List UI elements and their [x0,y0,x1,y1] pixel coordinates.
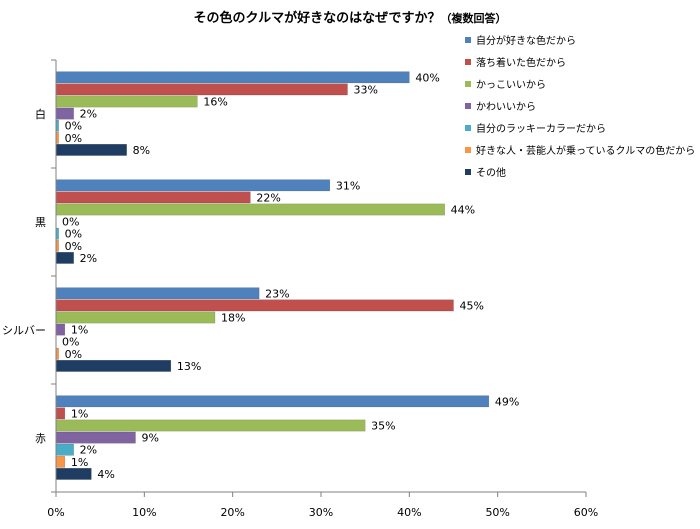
x-tick-label-0: 0% [47,506,64,519]
data-label-3-3: 9% [142,432,159,445]
legend-label-4: 自分のラッキーカラーだから [476,122,606,135]
data-label-0-6: 8% [133,144,150,157]
bar-2-6 [55,360,172,372]
data-label-0-2: 16% [203,96,227,109]
data-label-1-1: 22% [256,191,280,204]
bar-2-1 [55,299,454,312]
bar-1-6 [55,252,74,264]
data-label-0-4: 0% [65,120,82,133]
legend-label-3: かわいいから [476,101,536,113]
data-label-2-2: 18% [221,312,245,325]
chart-title: その色のクルマが好きなのはなぜですか？（複数回答） [0,7,700,26]
data-label-1-2: 44% [451,204,475,217]
data-label-3-2: 35% [371,420,395,433]
data-label-0-5: 0% [65,132,82,145]
legend-label-6: その他 [476,166,506,179]
category-label-3: 赤 [35,432,46,445]
data-label-0-3: 2% [80,108,97,121]
bars-layer [55,71,490,480]
data-label-2-0: 23% [265,287,289,300]
bar-3-1 [55,407,66,420]
bar-3-4 [55,443,74,456]
data-labels-layer: 40%33%16%2%0%0%8%31%22%44%0%0%0%2%23%45%… [62,71,519,481]
bar-1-1 [55,191,251,204]
bar-0-1 [55,83,348,96]
bar-0-2 [55,95,198,108]
bar-2-0 [55,287,260,300]
x-tick-label-4: 40% [397,506,421,519]
legend-swatch-5 [465,147,471,153]
data-label-0-1: 33% [354,83,378,96]
x-tick-label-5: 50% [485,506,509,519]
data-label-3-4: 2% [80,444,97,457]
data-label-1-5: 0% [65,240,82,253]
legend-label-2: かっこいいから [476,79,546,91]
bar-3-0 [55,395,490,408]
data-label-3-5: 1% [71,456,88,469]
bar-2-2 [55,311,216,324]
legend-label-0: 自分が好きな色だから [476,34,576,47]
legend: 自分が好きな色だから落ち着いた色だからかっこいいからかわいいから自分のラッキーカ… [465,34,695,179]
bar-1-0 [55,179,331,192]
x-tick-label-6: 60% [574,506,598,519]
x-tick-label-3: 30% [309,506,333,519]
bar-3-3 [55,431,136,444]
bar-1-2 [55,203,445,216]
data-label-2-6: 13% [177,360,201,373]
category-label-0: 白 [35,107,46,121]
bar-2-3 [55,323,66,336]
bar-0-0 [55,71,410,84]
category-label-2: シルバー [2,324,46,337]
data-label-1-0: 31% [336,179,360,192]
data-label-1-3: 0% [62,216,79,229]
data-label-2-4: 0% [62,336,79,349]
data-label-3-1: 1% [71,407,88,420]
chart-title-main: その色のクルマが好きなのはなぜですか？ [193,11,441,26]
bar-3-2 [55,419,366,432]
data-label-3-6: 4% [97,468,114,481]
legend-label-5: 好きな人・芸能人が乗っているクルマの色だから [476,144,695,157]
legend-swatch-0 [465,37,471,43]
chart-subtitle: （複数回答） [440,12,507,25]
data-label-2-5: 0% [65,348,82,361]
bar-3-6 [55,468,92,480]
data-label-3-0: 49% [495,395,519,408]
data-label-1-4: 0% [65,228,82,241]
legend-swatch-1 [465,59,471,65]
bar-0-3 [55,107,74,120]
x-tick-label-2: 20% [220,506,244,519]
data-label-1-6: 2% [80,252,97,265]
data-label-2-1: 45% [460,299,484,312]
legend-swatch-2 [465,81,471,87]
data-label-2-3: 1% [71,324,88,337]
category-label-1: 黒 [35,216,46,229]
data-label-0-0: 40% [415,71,439,84]
bar-3-5 [55,455,66,468]
x-tick-label-1: 10% [132,506,156,519]
legend-swatch-3 [465,103,471,109]
legend-label-1: 落ち着いた色だから [476,56,566,69]
legend-swatch-4 [465,125,471,131]
legend-swatch-6 [465,169,471,175]
bar-0-6 [55,144,127,156]
